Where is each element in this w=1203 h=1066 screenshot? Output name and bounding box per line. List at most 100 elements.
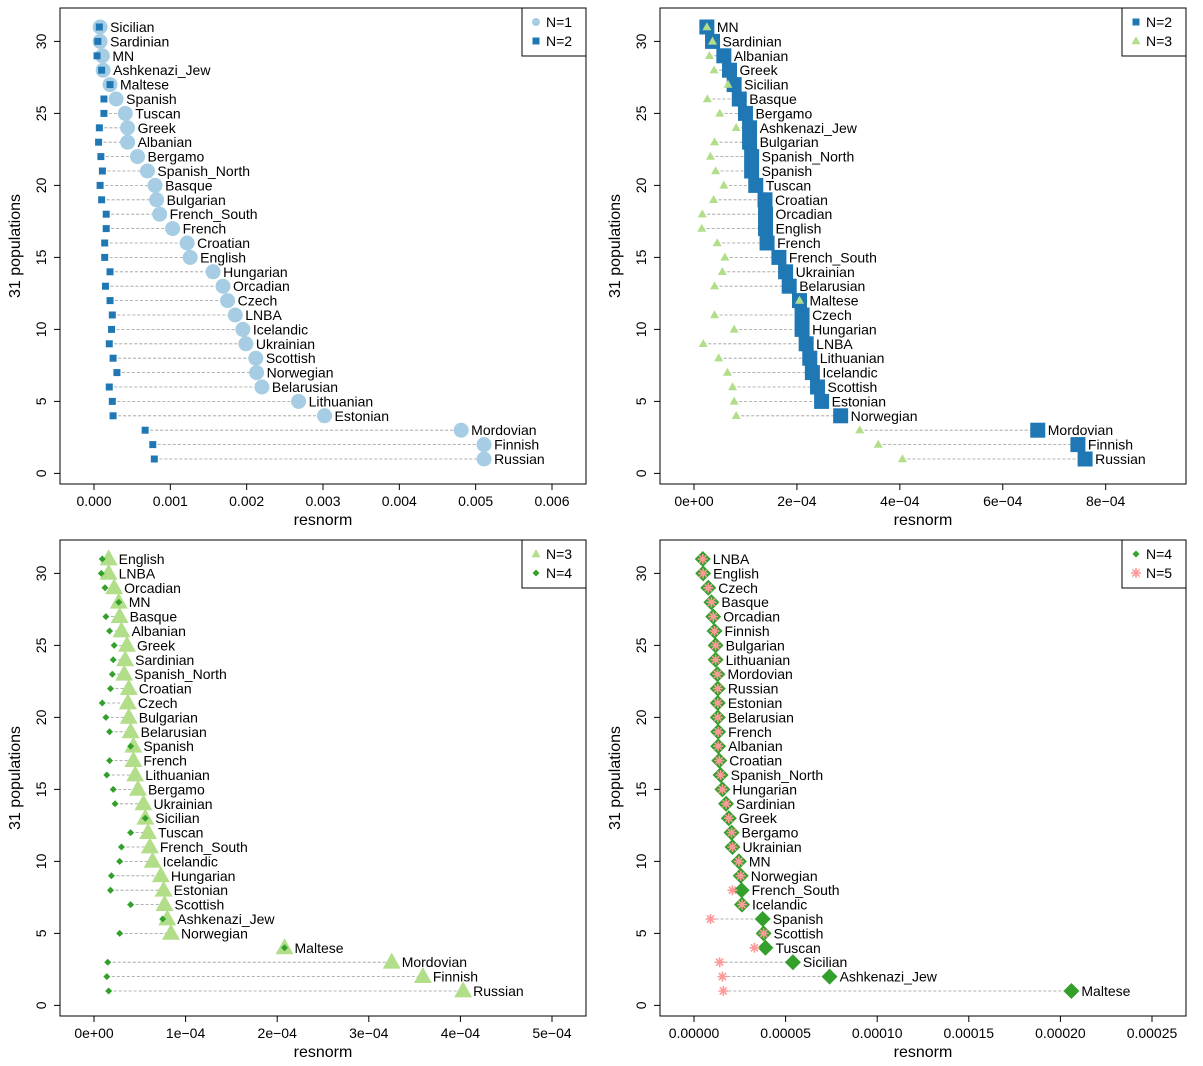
population-label: Icelandic: [822, 365, 877, 381]
point-n1: [117, 105, 133, 121]
point-n4: [104, 958, 112, 966]
population-label: Bergamo: [742, 825, 799, 841]
population-label: Russian: [1095, 451, 1146, 467]
point-n4: [106, 886, 114, 894]
point-n5: [712, 669, 723, 680]
point-n4: [1063, 983, 1080, 999]
point-n4: [117, 843, 125, 851]
point-n2: [744, 163, 760, 179]
point-n3: [708, 36, 718, 45]
point-n3: [118, 693, 137, 710]
point-n5: [698, 568, 709, 579]
point-n2: [108, 397, 116, 405]
point-n2: [113, 369, 121, 377]
point-n5: [723, 813, 734, 824]
population-label: Mordovian: [727, 666, 792, 682]
point-n2: [149, 441, 157, 449]
population-label: Czech: [138, 695, 178, 711]
point-n2: [757, 192, 773, 208]
point-n3: [710, 310, 720, 319]
population-label: Spanish_North: [731, 767, 824, 783]
point-n1: [130, 149, 146, 165]
population-label: Ashkenazi_Jew: [177, 911, 275, 927]
population-label: Orcadian: [776, 206, 833, 222]
population-label: Maltese: [809, 293, 858, 309]
population-label: Scottish: [175, 897, 225, 913]
point-n5: [706, 597, 717, 608]
point-n5: [708, 611, 719, 622]
population-label: French_South: [789, 249, 877, 265]
population-label: Ashkenazi_Jew: [840, 969, 938, 985]
point-n3: [116, 650, 135, 667]
population-label: Sardinian: [723, 33, 782, 49]
point-n2: [150, 455, 158, 463]
point-n4: [159, 915, 167, 923]
point-n2: [93, 52, 101, 60]
population-label: Finnish: [494, 437, 539, 453]
population-label: Russian: [473, 983, 524, 999]
point-n3: [702, 94, 712, 103]
y-tick-label: 15: [633, 781, 649, 797]
point-n3: [728, 382, 738, 391]
point-n4: [110, 641, 118, 649]
population-label: LNBA: [245, 307, 282, 323]
point-n5: [715, 770, 726, 780]
point-n5: [713, 726, 724, 737]
point-n5: [714, 755, 725, 766]
y-tick-label: 25: [33, 105, 49, 121]
population-label: Lithuanian: [726, 652, 791, 668]
population-label: Bulgarian: [760, 134, 819, 150]
legend-marker: [1132, 18, 1140, 26]
population-label: Basque: [165, 177, 213, 193]
y-tick-label: 15: [33, 781, 49, 797]
x-tick-label: 0.004: [382, 493, 417, 509]
population-label: Ukrainian: [742, 839, 801, 855]
population-label: Orcadian: [723, 609, 780, 625]
y-tick-label: 25: [633, 637, 649, 653]
population-label: Ashkenazi_Jew: [760, 120, 858, 136]
point-n2: [141, 426, 149, 434]
point-n4: [784, 954, 801, 971]
point-n3: [161, 923, 180, 940]
point-n2: [758, 206, 774, 222]
point-n3: [723, 79, 733, 88]
point-n2: [744, 149, 760, 165]
point-n2: [100, 109, 108, 117]
point-n2: [102, 210, 110, 218]
population-label: Czech: [718, 580, 758, 596]
point-n1: [238, 336, 254, 352]
point-n3: [99, 549, 118, 566]
point-n1: [182, 249, 198, 265]
population-label: Belarusian: [272, 379, 338, 395]
point-n3: [731, 411, 741, 419]
point-n5: [703, 582, 714, 593]
point-n4: [106, 685, 114, 693]
y-tick-label: 15: [33, 249, 49, 265]
point-n2: [810, 379, 826, 395]
point-n5: [727, 842, 738, 852]
point-n3: [105, 578, 124, 595]
population-label: Ukrainian: [153, 796, 212, 812]
population-label: Ukrainian: [256, 336, 315, 352]
population-label: Estonian: [335, 408, 389, 424]
population-label: Czech: [812, 307, 852, 323]
y-tick-label: 10: [33, 853, 49, 869]
x-axis-label: resnorm: [894, 512, 953, 529]
point-n5: [727, 885, 738, 896]
population-label: Bergamo: [755, 105, 812, 121]
point-n2: [748, 177, 764, 193]
x-axis-label: resnorm: [294, 1044, 353, 1061]
population-label: Hungarian: [223, 264, 288, 280]
point-n3: [697, 223, 707, 232]
point-n2: [96, 181, 104, 189]
y-tick-label: 5: [33, 397, 49, 405]
y-tick-label: 20: [633, 177, 649, 193]
population-label: Russian: [728, 681, 779, 697]
point-n3: [794, 295, 804, 304]
population-label: Albanian: [131, 623, 186, 639]
population-label: Spanish: [126, 91, 177, 107]
point-n4: [106, 627, 114, 635]
population-label: Orcadian: [124, 580, 181, 596]
point-n3: [710, 281, 720, 290]
x-tick-label: 0.003: [305, 493, 340, 509]
